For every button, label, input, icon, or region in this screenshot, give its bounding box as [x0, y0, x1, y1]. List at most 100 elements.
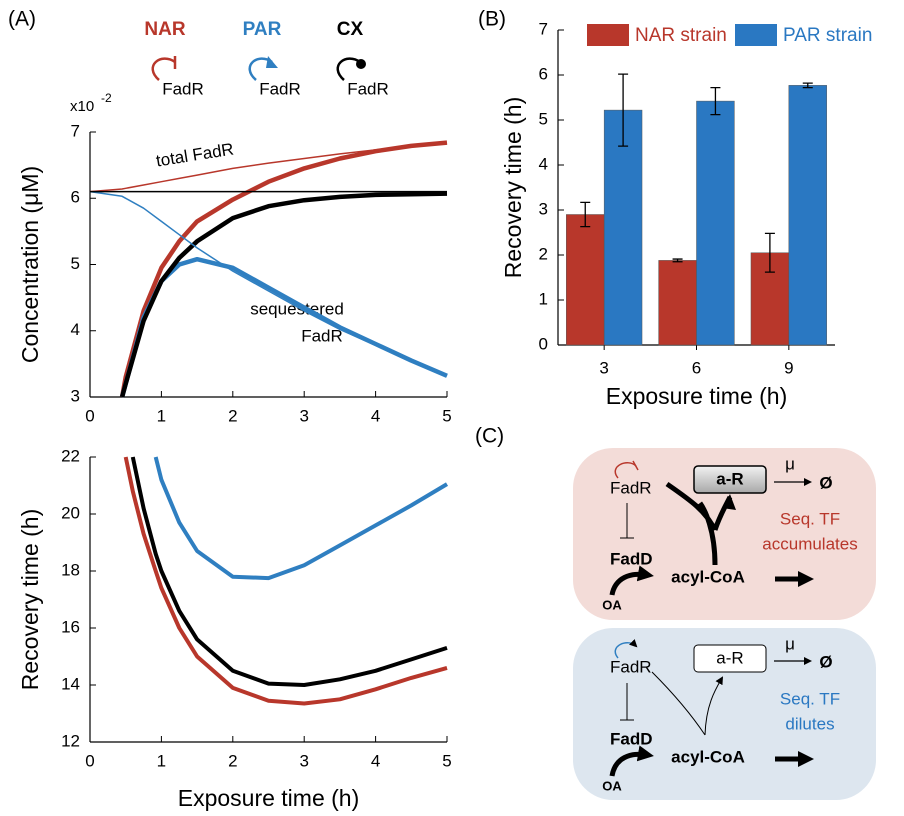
x-tick-label: 4 [371, 751, 380, 770]
x-tick-label: 2 [228, 406, 237, 425]
x-tick-label: 0 [85, 406, 94, 425]
label: FadR [610, 657, 652, 676]
y-tick-label: 3 [539, 199, 548, 218]
label: Seq. TF [780, 509, 840, 528]
legend-target: FadR [162, 79, 204, 98]
complex-box [693, 465, 767, 494]
legend-swatch [735, 24, 777, 46]
x-tick-label: 0 [85, 751, 94, 770]
label: dilutes [785, 714, 834, 733]
y-tick-label: 7 [539, 19, 548, 38]
label: FadR [610, 478, 652, 497]
bar [603, 109, 643, 346]
annotation: total FadR [155, 139, 235, 170]
legend-label: CX [337, 19, 364, 40]
error-bar [580, 201, 591, 228]
y-tick-label: 5 [71, 254, 80, 273]
line [130, 456, 448, 687]
label: acyl-CoA [671, 567, 745, 586]
x-tick-label: 6 [692, 358, 701, 377]
bar [696, 100, 735, 346]
legend-swatch [587, 24, 629, 46]
x-axis-label: Exposure time (h) [178, 785, 360, 811]
repress-icon [614, 462, 637, 479]
y-tick-label: 22 [61, 446, 80, 465]
arrow [609, 565, 654, 596]
activate-icon [614, 638, 638, 659]
legend-label: PAR strain [783, 25, 872, 46]
diagram-par: FadR a-R μ Ø Seq. TF dilutes FadD acyl-C… [573, 628, 876, 800]
label: FadD [610, 549, 653, 568]
error-bar [672, 258, 683, 263]
y-axis-label: Concentration (μM) [17, 166, 43, 363]
y-tick-label: 4 [71, 320, 80, 339]
y-axis-label: Recovery time (h) [17, 509, 43, 690]
label: Ø [819, 473, 832, 492]
legend-icon [266, 56, 278, 68]
y-tick-label: 12 [61, 731, 80, 750]
bar [658, 260, 697, 346]
y-tick-label: 14 [61, 674, 80, 693]
line [89, 141, 448, 193]
x-axis-label: Exposure time (h) [606, 383, 788, 409]
annotation: FadR [301, 326, 343, 345]
y-tick-label: 6 [539, 64, 548, 83]
x-tick-label: 5 [442, 406, 451, 425]
line [119, 256, 448, 398]
legend-icon [336, 57, 361, 81]
legend-label: PAR [243, 19, 282, 40]
x-tick-label: 2 [228, 751, 237, 770]
legend-icon [356, 59, 366, 69]
y-tick-label: 1 [539, 289, 548, 308]
error-bar [710, 86, 721, 116]
x-tick-label: 3 [599, 358, 608, 377]
label: FadD [610, 729, 653, 748]
line [153, 456, 449, 581]
error-bar [618, 73, 629, 147]
legend-target: FadR [259, 79, 301, 98]
label: OA [602, 597, 622, 612]
x-tick-label: 3 [299, 751, 308, 770]
arrow-head [722, 494, 736, 510]
error-bar [764, 232, 775, 273]
binding-arrow [651, 672, 722, 736]
legend-label: NAR strain [635, 25, 727, 46]
x-tick-label: 1 [157, 751, 166, 770]
y-tick-label: 5 [539, 109, 548, 128]
x-tick-label: 5 [442, 751, 451, 770]
panel-label: (C) [475, 425, 504, 448]
label: accumulates [762, 534, 857, 553]
line [123, 456, 448, 706]
label: Seq. TF [780, 689, 840, 708]
complex-box [693, 644, 767, 673]
y-tick-label: 18 [61, 560, 80, 579]
label: μ [785, 634, 795, 653]
y-tick-label: 20 [61, 503, 80, 522]
y-tick-label: 2 [539, 244, 548, 263]
label: a-R [716, 648, 743, 667]
y-tick-label: 6 [71, 188, 80, 207]
label: acyl-CoA [671, 747, 745, 766]
x-tick-label: 3 [299, 406, 308, 425]
x-tick-label: 9 [784, 358, 793, 377]
arrow [609, 745, 654, 777]
legend-icon [151, 57, 176, 81]
line [119, 140, 448, 398]
y-tick-label: 7 [71, 121, 80, 140]
y-tick-label: 16 [61, 617, 80, 636]
y-tick-label: 0 [539, 334, 548, 353]
legend-label: NAR [144, 19, 185, 40]
label: Ø [819, 652, 832, 671]
y-tick-label: 4 [539, 154, 548, 173]
multiplier: x10 [70, 98, 94, 115]
label: a-R [716, 469, 743, 488]
y-axis-label: Recovery time (h) [500, 97, 526, 278]
diagram-nar: FadR a-R μ Ø Seq. TF accumulates FadD ac… [573, 448, 876, 620]
annotation: sequestered [250, 299, 344, 318]
panel-label: (B) [478, 8, 506, 31]
x-tick-label: 1 [157, 406, 166, 425]
panel-label: (A) [8, 8, 36, 31]
legend-target: FadR [347, 79, 389, 98]
bar [566, 214, 605, 346]
